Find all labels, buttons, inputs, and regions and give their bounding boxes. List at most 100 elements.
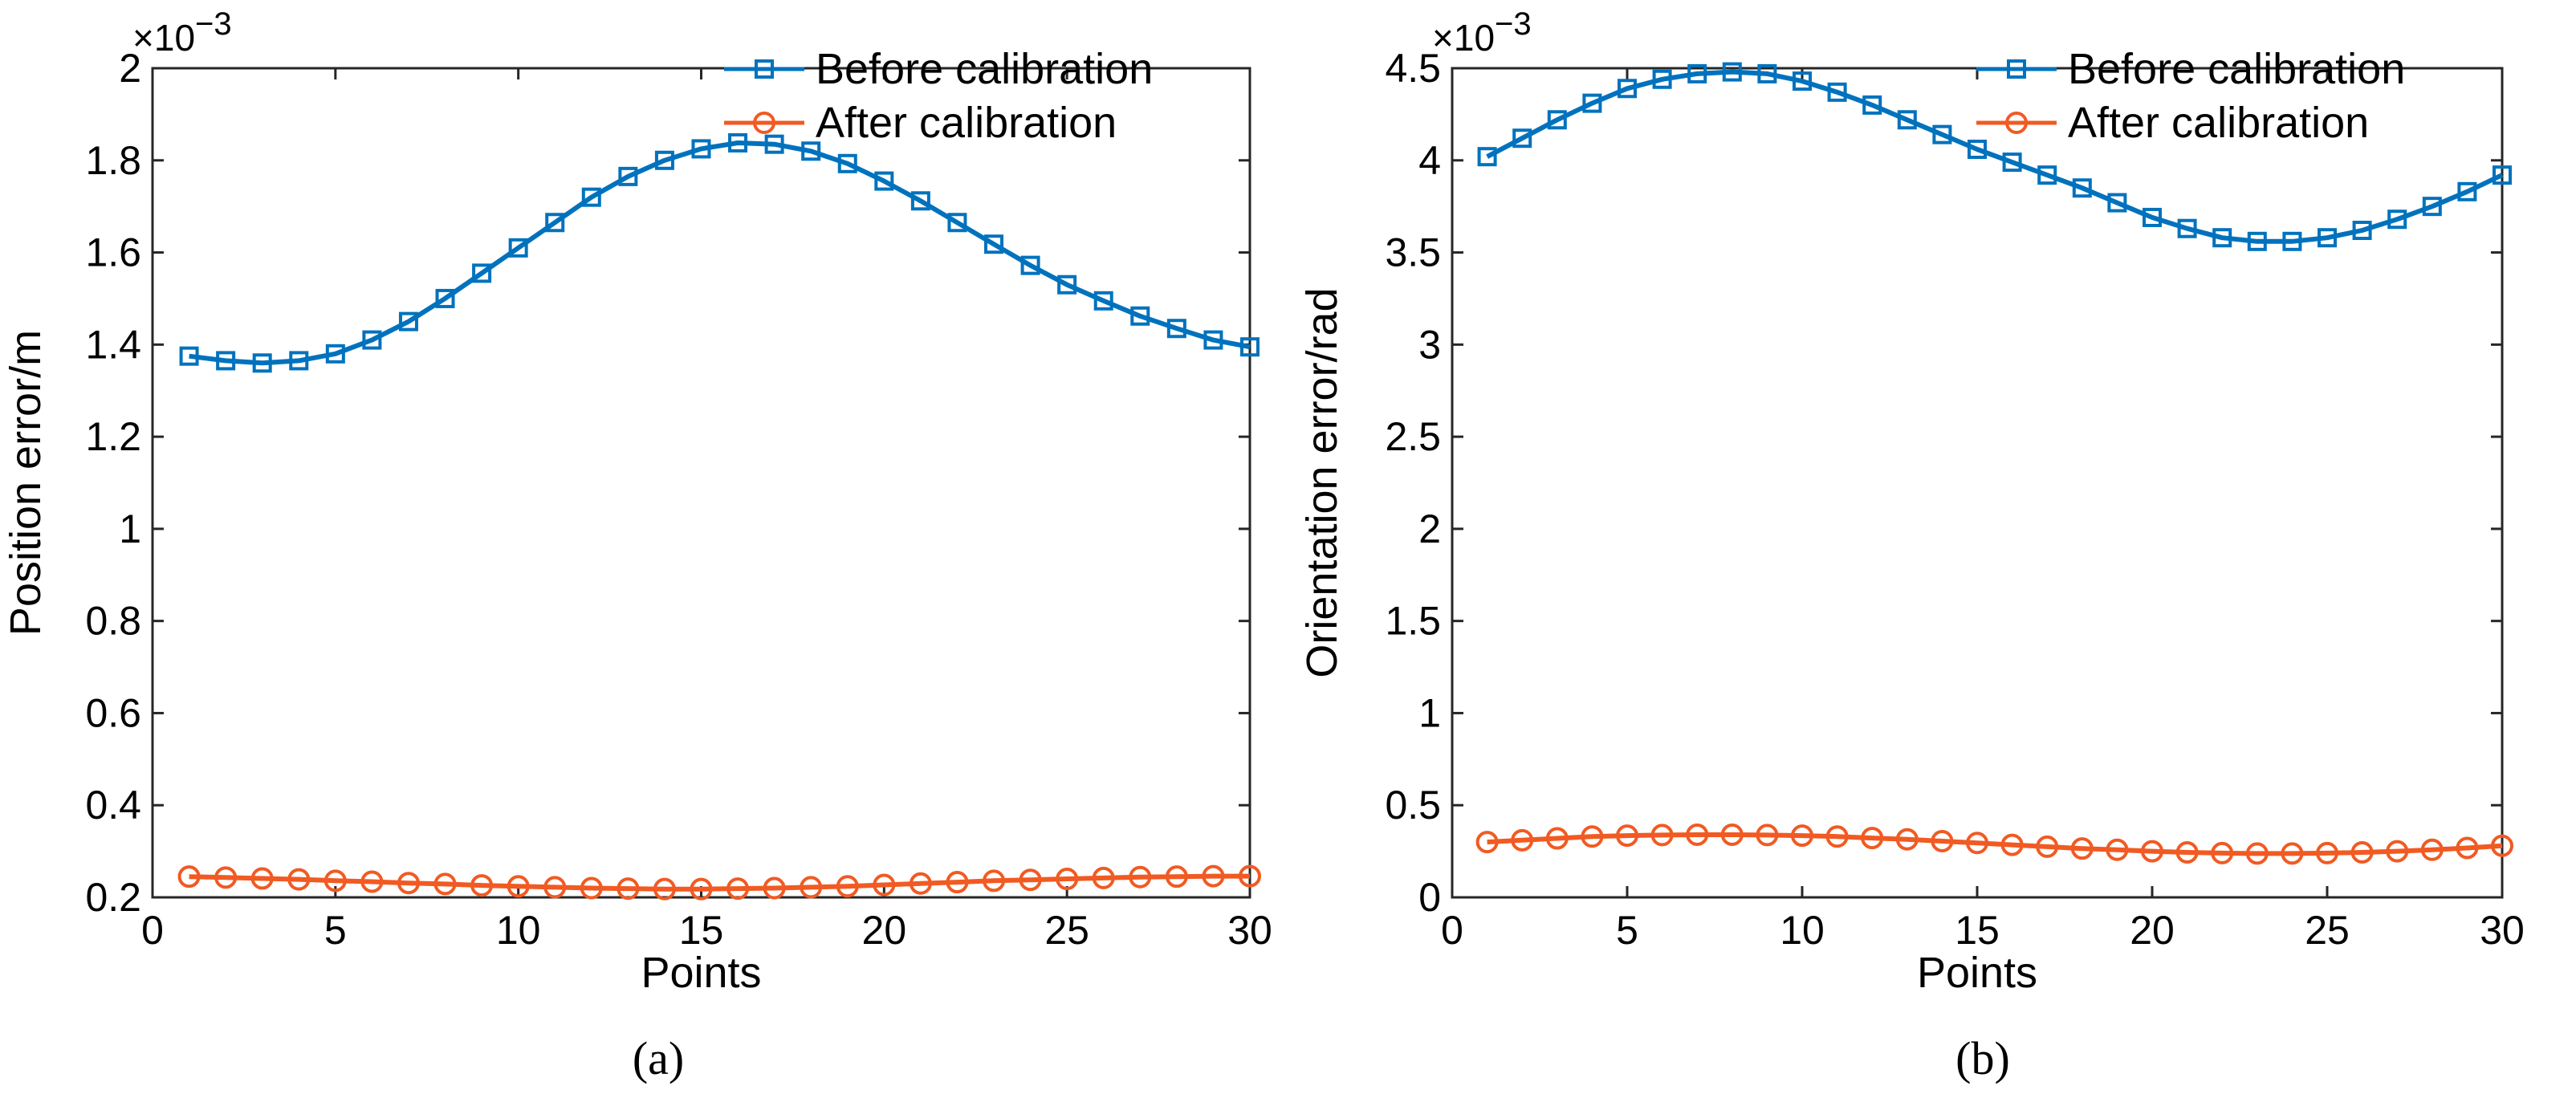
data-point xyxy=(1477,147,1497,167)
legend: Before calibration After calibration xyxy=(1976,45,2405,147)
data-point xyxy=(1862,95,1882,115)
x-tick-label: 20 xyxy=(2130,908,2175,953)
data-point xyxy=(1793,71,1812,92)
data-point xyxy=(1512,128,1532,148)
y-tick-label: 0.2 xyxy=(85,875,141,920)
data-point xyxy=(2282,231,2302,251)
y-axis-label: Orientation error/rad xyxy=(1298,287,1346,677)
legend-marker xyxy=(753,112,775,134)
chart-panel-b: 0 5 10 15 20 25 30 0 0.5 1 1.5 2 2.5 3 3.5 4 4.5×10−3 Poi… xyxy=(1298,6,2525,1084)
data-point xyxy=(397,872,420,895)
x-tick-label: 20 xyxy=(862,908,907,953)
data-point xyxy=(618,166,638,186)
data-point xyxy=(1166,319,1186,339)
data-point xyxy=(801,141,821,161)
data-point xyxy=(2422,197,2442,217)
y-tick-label: 1.5 xyxy=(1385,599,1441,644)
y-tick-label: 1.4 xyxy=(85,322,141,367)
data-point xyxy=(1968,140,1987,160)
data-point xyxy=(2493,165,2512,185)
data-point xyxy=(1057,274,1077,295)
series-line xyxy=(1486,69,2504,244)
y-axis-label: Position error/m xyxy=(2,330,50,636)
y-tick-label: 3 xyxy=(1418,322,1441,367)
data-point xyxy=(2141,840,2163,863)
data-point xyxy=(1019,868,1042,892)
series-after-calibration xyxy=(177,864,1261,901)
y-axis-multiplier: ×10−3 xyxy=(132,6,232,59)
data-point xyxy=(2491,834,2513,857)
data-point xyxy=(1203,330,1223,350)
data-point xyxy=(1932,124,1952,144)
data-point xyxy=(1895,828,1919,851)
axes-frame xyxy=(1451,67,2504,899)
x-tick-label: 25 xyxy=(2305,908,2350,953)
legend-marker xyxy=(2005,112,2028,134)
data-point xyxy=(362,330,382,350)
data-point xyxy=(2072,178,2092,198)
data-point xyxy=(726,877,750,901)
x-tick-label: 30 xyxy=(1227,908,1272,953)
y-tick-label: 3.5 xyxy=(1385,230,1441,275)
data-point xyxy=(2037,165,2057,185)
data-point xyxy=(2457,181,2477,201)
y-tick-label: 0.5 xyxy=(1385,783,1441,828)
data-point xyxy=(837,153,857,173)
data-point xyxy=(214,866,238,889)
data-point xyxy=(2211,841,2234,864)
x-tick-label: 5 xyxy=(324,908,347,953)
y-tick-label: 0.6 xyxy=(85,690,141,735)
data-point xyxy=(617,877,640,901)
y-tick-label: 1 xyxy=(1418,690,1441,735)
data-point xyxy=(216,351,236,371)
data-point xyxy=(763,876,786,900)
data-point xyxy=(2386,840,2409,863)
data-point xyxy=(2002,152,2022,173)
data-point xyxy=(1581,825,1604,848)
x-tick-label: 30 xyxy=(2480,908,2525,953)
data-point xyxy=(2107,193,2127,213)
series-line xyxy=(1487,832,2503,856)
data-point xyxy=(1966,832,1988,855)
data-point xyxy=(1720,823,1744,846)
legend-label: Before calibration xyxy=(2068,45,2405,93)
data-point xyxy=(1618,79,1637,99)
data-point xyxy=(1616,824,1638,848)
y-axis-multiplier: ×10−3 xyxy=(1432,6,1532,59)
data-point xyxy=(728,132,748,152)
chart-panel-a: 0 5 10 15 20 25 30 0.2 0.4 0.6 0.8 1 1.2 1.4 1.6 1.8 2×1… xyxy=(2,6,1272,1084)
data-point xyxy=(1239,864,1261,888)
data-point xyxy=(690,877,713,901)
series-after-calibration xyxy=(1475,823,2513,865)
data-point xyxy=(1129,865,1152,889)
data-point xyxy=(2212,228,2232,248)
data-point xyxy=(1511,828,1534,852)
series-line xyxy=(189,873,1250,892)
data-point xyxy=(1545,827,1569,850)
data-point xyxy=(252,353,272,373)
y-tick-label: 0.8 xyxy=(85,599,141,644)
y-tick-label: 1.8 xyxy=(85,138,141,183)
data-point xyxy=(177,865,201,889)
data-point xyxy=(2281,842,2304,865)
data-point xyxy=(289,351,309,371)
x-tick-label: 25 xyxy=(1044,908,1089,953)
data-point xyxy=(1240,337,1260,357)
data-point xyxy=(581,187,601,207)
data-point xyxy=(179,346,199,366)
legend-marker xyxy=(755,59,774,79)
x-tick-label: 15 xyxy=(1955,908,2000,953)
data-point xyxy=(2177,218,2197,238)
data-point xyxy=(800,876,823,899)
x-tick-label: 10 xyxy=(496,908,541,953)
data-point xyxy=(545,213,565,233)
x-tick-label: 0 xyxy=(141,908,164,953)
data-point xyxy=(909,872,932,895)
data-point xyxy=(1056,868,1079,891)
data-point xyxy=(1827,82,1847,102)
y-tick-label: 1.2 xyxy=(85,414,141,459)
data-point xyxy=(1686,823,1709,846)
data-point xyxy=(2420,838,2444,861)
data-point xyxy=(2316,841,2338,864)
